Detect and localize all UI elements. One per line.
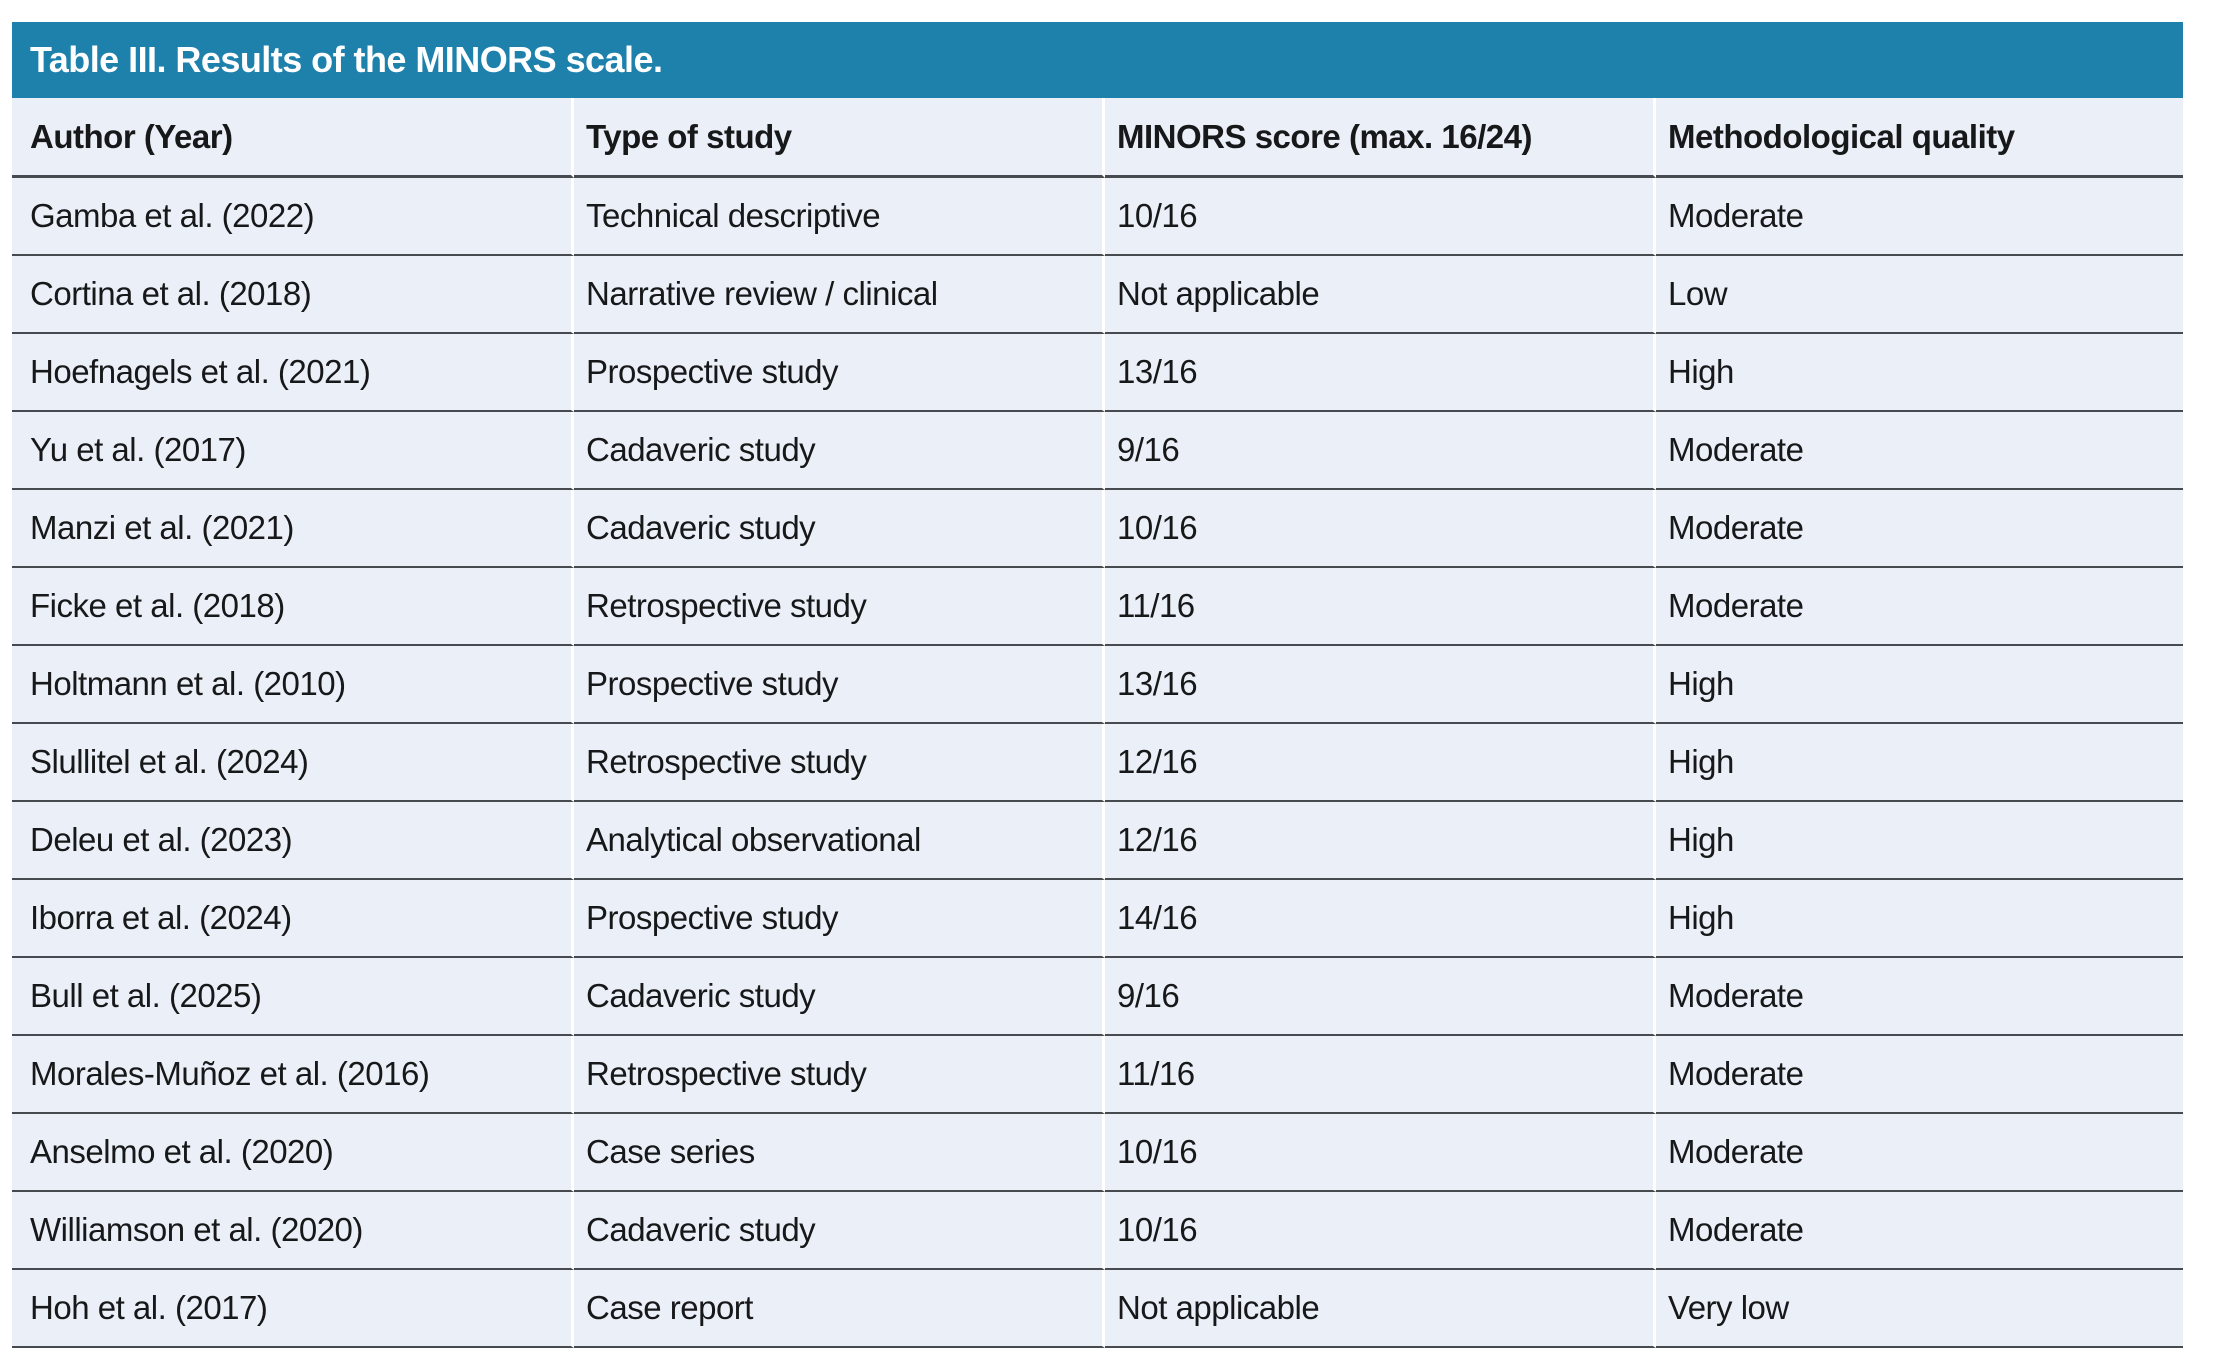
minors-score-cell: 11/16: [1105, 568, 1656, 646]
table-row: Morales-Muñoz et al. (2016) Retrospective…: [12, 1036, 2183, 1114]
quality-cell: Moderate: [1656, 1192, 2183, 1270]
table-row: Cortina et al. (2018) Narrative review / …: [12, 256, 2183, 334]
table-row: Iborra et al. (2024) Prospective study 14/…: [12, 880, 2183, 958]
minors-score-cell: 11/16: [1105, 1036, 1656, 1114]
study-type-cell: Cadaveric study: [574, 412, 1105, 490]
table-title-bar: Table III. Results of the MINORS scale.: [12, 22, 2183, 98]
author-cell: Morales-Muñoz et al. (2016): [12, 1036, 574, 1114]
column-header-author: Author (Year): [12, 98, 574, 178]
table-row: Hoh et al. (2017) Case report Not applicab…: [12, 1270, 2183, 1348]
minors-score-cell: 12/16: [1105, 724, 1656, 802]
table-title: Table III. Results of the MINORS scale.: [30, 39, 663, 80]
study-type-cell: Prospective study: [574, 334, 1105, 412]
author-cell: Slullitel et al. (2024): [12, 724, 574, 802]
minors-score-cell: 10/16: [1105, 1114, 1656, 1192]
author-cell: Deleu et al. (2023): [12, 802, 574, 880]
quality-cell: Moderate: [1656, 412, 2183, 490]
author-cell: Bull et al. (2025): [12, 958, 574, 1036]
study-type-cell: Cadaveric study: [574, 958, 1105, 1036]
quality-cell: Moderate: [1656, 1114, 2183, 1192]
author-cell: Ficke et al. (2018): [12, 568, 574, 646]
quality-cell: High: [1656, 802, 2183, 880]
quality-cell: High: [1656, 334, 2183, 412]
minors-score-cell: 14/16: [1105, 880, 1656, 958]
table-row: Yu et al. (2017) Cadaveric study 9/16 Moder…: [12, 412, 2183, 490]
minors-score-cell: 13/16: [1105, 334, 1656, 412]
author-cell: Hoh et al. (2017): [12, 1270, 574, 1348]
column-header-quality: Methodological quality: [1656, 98, 2183, 178]
table-row: Ficke et al. (2018) Retrospective study 11…: [12, 568, 2183, 646]
quality-cell: Low: [1656, 256, 2183, 334]
quality-cell: High: [1656, 880, 2183, 958]
author-cell: Gamba et al. (2022): [12, 178, 574, 256]
author-cell: Anselmo et al. (2020): [12, 1114, 574, 1192]
table-row: Holtmann et al. (2010) Prospective study 1…: [12, 646, 2183, 724]
column-header-study-type: Type of study: [574, 98, 1105, 178]
author-cell: Manzi et al. (2021): [12, 490, 574, 568]
table-row: Williamson et al. (2020) Cadaveric study 1…: [12, 1192, 2183, 1270]
author-cell: Hoefnagels et al. (2021): [12, 334, 574, 412]
quality-cell: High: [1656, 646, 2183, 724]
minors-results-table: Table III. Results of the MINORS scale. …: [12, 22, 2183, 1348]
minors-score-cell: 13/16: [1105, 646, 1656, 724]
minors-score-cell: 12/16: [1105, 802, 1656, 880]
quality-cell: Moderate: [1656, 1036, 2183, 1114]
study-type-cell: Analytical observational: [574, 802, 1105, 880]
quality-cell: High: [1656, 724, 2183, 802]
minors-score-cell: 10/16: [1105, 490, 1656, 568]
minors-table: Author (Year) Type of study MINORS score (…: [12, 98, 2183, 1348]
minors-score-cell: Not applicable: [1105, 256, 1656, 334]
table-header: Author (Year) Type of study MINORS score (…: [12, 98, 2183, 178]
header-row: Author (Year) Type of study MINORS score (…: [12, 98, 2183, 178]
column-header-minors-score: MINORS score (max. 16/24): [1105, 98, 1656, 178]
table-body: Gamba et al. (2022) Technical descriptive…: [12, 178, 2183, 1348]
table-row: Gamba et al. (2022) Technical descriptive…: [12, 178, 2183, 256]
study-type-cell: Technical descriptive: [574, 178, 1105, 256]
minors-score-cell: 9/16: [1105, 958, 1656, 1036]
table-row: Manzi et al. (2021) Cadaveric study 10/16 M…: [12, 490, 2183, 568]
study-type-cell: Retrospective study: [574, 568, 1105, 646]
author-cell: Holtmann et al. (2010): [12, 646, 574, 724]
study-type-cell: Cadaveric study: [574, 1192, 1105, 1270]
study-type-cell: Prospective study: [574, 880, 1105, 958]
quality-cell: Moderate: [1656, 958, 2183, 1036]
minors-score-cell: 10/16: [1105, 178, 1656, 256]
minors-score-cell: Not applicable: [1105, 1270, 1656, 1348]
study-type-cell: Retrospective study: [574, 724, 1105, 802]
author-cell: Yu et al. (2017): [12, 412, 574, 490]
study-type-cell: Retrospective study: [574, 1036, 1105, 1114]
study-type-cell: Narrative review / clinical: [574, 256, 1105, 334]
author-cell: Cortina et al. (2018): [12, 256, 574, 334]
quality-cell: Moderate: [1656, 490, 2183, 568]
study-type-cell: Cadaveric study: [574, 490, 1105, 568]
table-row: Hoefnagels et al. (2021) Prospective stud…: [12, 334, 2183, 412]
study-type-cell: Case report: [574, 1270, 1105, 1348]
table-row: Bull et al. (2025) Cadaveric study 9/16 Mod…: [12, 958, 2183, 1036]
quality-cell: Moderate: [1656, 178, 2183, 256]
quality-cell: Very low: [1656, 1270, 2183, 1348]
author-cell: Williamson et al. (2020): [12, 1192, 574, 1270]
study-type-cell: Prospective study: [574, 646, 1105, 724]
table-row: Slullitel et al. (2024) Retrospective stu…: [12, 724, 2183, 802]
study-type-cell: Case series: [574, 1114, 1105, 1192]
minors-score-cell: 9/16: [1105, 412, 1656, 490]
minors-score-cell: 10/16: [1105, 1192, 1656, 1270]
table-row: Deleu et al. (2023) Analytical observatio…: [12, 802, 2183, 880]
author-cell: Iborra et al. (2024): [12, 880, 574, 958]
quality-cell: Moderate: [1656, 568, 2183, 646]
table-row: Anselmo et al. (2020) Case series 10/16 Mod…: [12, 1114, 2183, 1192]
